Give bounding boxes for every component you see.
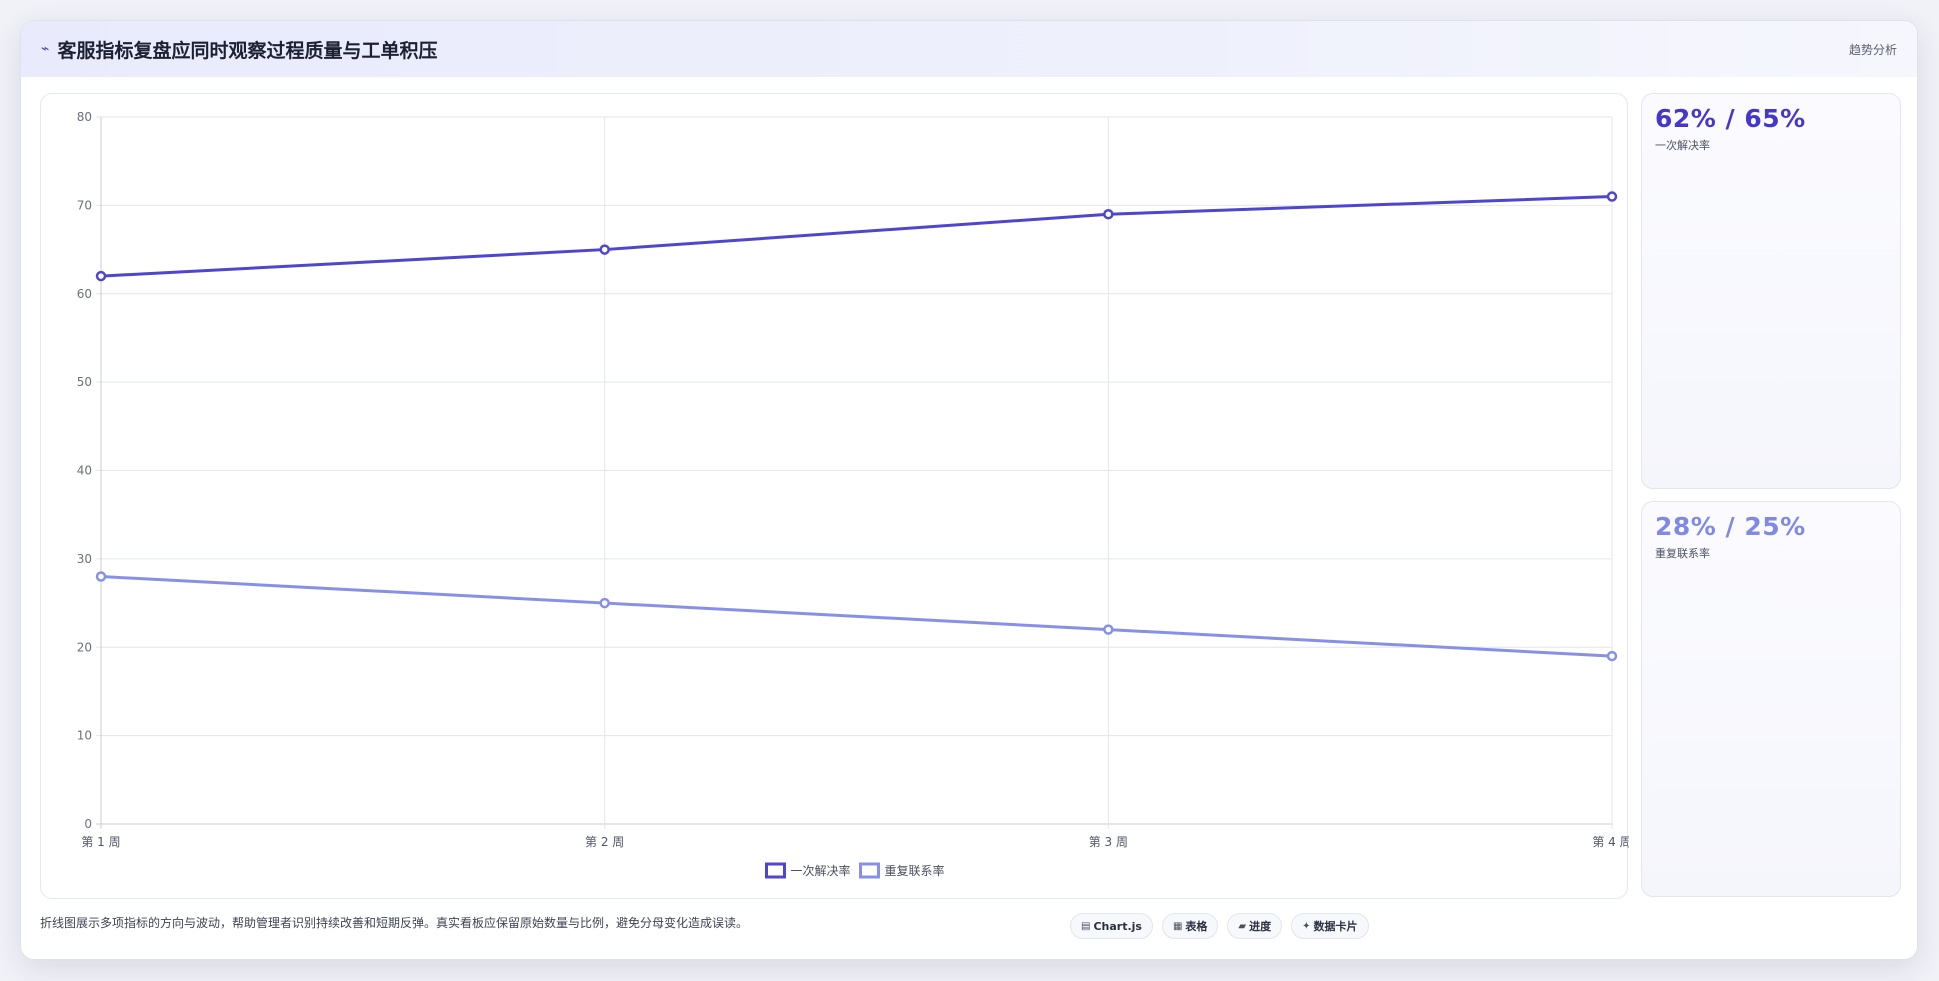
kpi-card-first-resolution: 62% / 65% 一次解决率 xyxy=(1641,93,1901,489)
series-line xyxy=(100,575,1613,658)
kpi-label: 重复联系率 xyxy=(1655,547,1710,560)
progress-icon: ▰ xyxy=(1238,920,1247,932)
chip-progress[interactable]: ▰ 进度 xyxy=(1227,913,1283,939)
line-chart: 0 10 20 30 40 50 60 70 80 第 1 周 第 2 周 第 3 周 第 4 周一次解… xyxy=(77,110,1629,879)
y-tick-label: 40 xyxy=(77,464,92,478)
panel-header: ⌁ 客服指标复盘应同时观察过程质量与工单积压 趋势分析 xyxy=(21,21,1917,77)
card-icon: ✦ xyxy=(1302,920,1311,932)
kpi-card-repeat-contact: 28% / 25% 重复联系率 xyxy=(1641,501,1901,897)
data-point xyxy=(1606,650,1618,662)
data-point xyxy=(95,571,107,582)
footer-note: 折线图展示多项指标的方向与波动，帮助管理者识别持续改善和短期反弹。真实看板应保留… xyxy=(40,916,749,930)
line-chart-card: 0 10 20 30 40 50 60 70 80 第 1 周 第 2 周 第 3 周 第 4 周一次解… xyxy=(40,93,1629,899)
page-title: 客服指标复盘应同时观察过程质量与工单积压 xyxy=(57,39,438,62)
chip-label: Chart.js xyxy=(1093,919,1142,933)
data-point xyxy=(599,597,610,609)
y-tick-label: 30 xyxy=(77,552,92,566)
table-icon: ▦ xyxy=(1172,920,1183,932)
chip-chartjs[interactable]: ▤ Chart.js xyxy=(1070,913,1153,939)
x-tick-label: 第 4 周 xyxy=(1592,835,1629,849)
x-tick-label: 第 1 周 xyxy=(81,835,120,849)
x-tick-label: 第 3 周 xyxy=(1089,835,1128,849)
chip-label: 进度 xyxy=(1249,920,1272,933)
dashboard-panel: ⌁ 客服指标复盘应同时观察过程质量与工单积压 趋势分析 0 10 20 30 40 50 6… xyxy=(20,20,1918,960)
y-tick-label: 10 xyxy=(77,729,92,743)
chip-data-card[interactable]: ✦ 数据卡片 xyxy=(1291,913,1369,939)
y-tick-label: 50 xyxy=(77,375,92,389)
y-tick-label: 70 xyxy=(77,198,92,212)
trend-icon: ⌁ xyxy=(41,41,50,57)
chip-table[interactable]: ▦ 表格 xyxy=(1161,913,1219,939)
legend-swatch xyxy=(765,862,786,879)
kpi-value: 28% / 25% xyxy=(1655,512,1806,541)
y-tick-label: 60 xyxy=(77,287,92,301)
series-line xyxy=(100,195,1613,278)
chip-list: ▤ Chart.js ▦ 表格 ▰ 进度 ✦ 数据卡片 xyxy=(1070,913,1369,939)
legend-label: 重复联系率 xyxy=(885,863,945,878)
y-tick-label: 80 xyxy=(77,110,92,124)
data-point xyxy=(1606,191,1618,202)
y-tick-label: 0 xyxy=(84,817,92,831)
data-point xyxy=(599,244,610,255)
y-tick-label: 20 xyxy=(77,640,92,654)
data-point xyxy=(1103,208,1114,220)
legend-swatch xyxy=(859,862,880,879)
chip-label: 表格 xyxy=(1185,920,1208,933)
chart-icon: ▤ xyxy=(1081,920,1091,932)
kpi-label: 一次解决率 xyxy=(1655,139,1710,152)
x-tick-label: 第 2 周 xyxy=(585,835,624,849)
section-tag[interactable]: 趋势分析 xyxy=(1848,42,1897,57)
kpi-value: 62% / 65% xyxy=(1655,104,1806,133)
chip-label: 数据卡片 xyxy=(1313,920,1358,933)
legend-label: 一次解决率 xyxy=(791,863,851,878)
data-point xyxy=(95,270,107,282)
data-point xyxy=(1103,624,1114,635)
